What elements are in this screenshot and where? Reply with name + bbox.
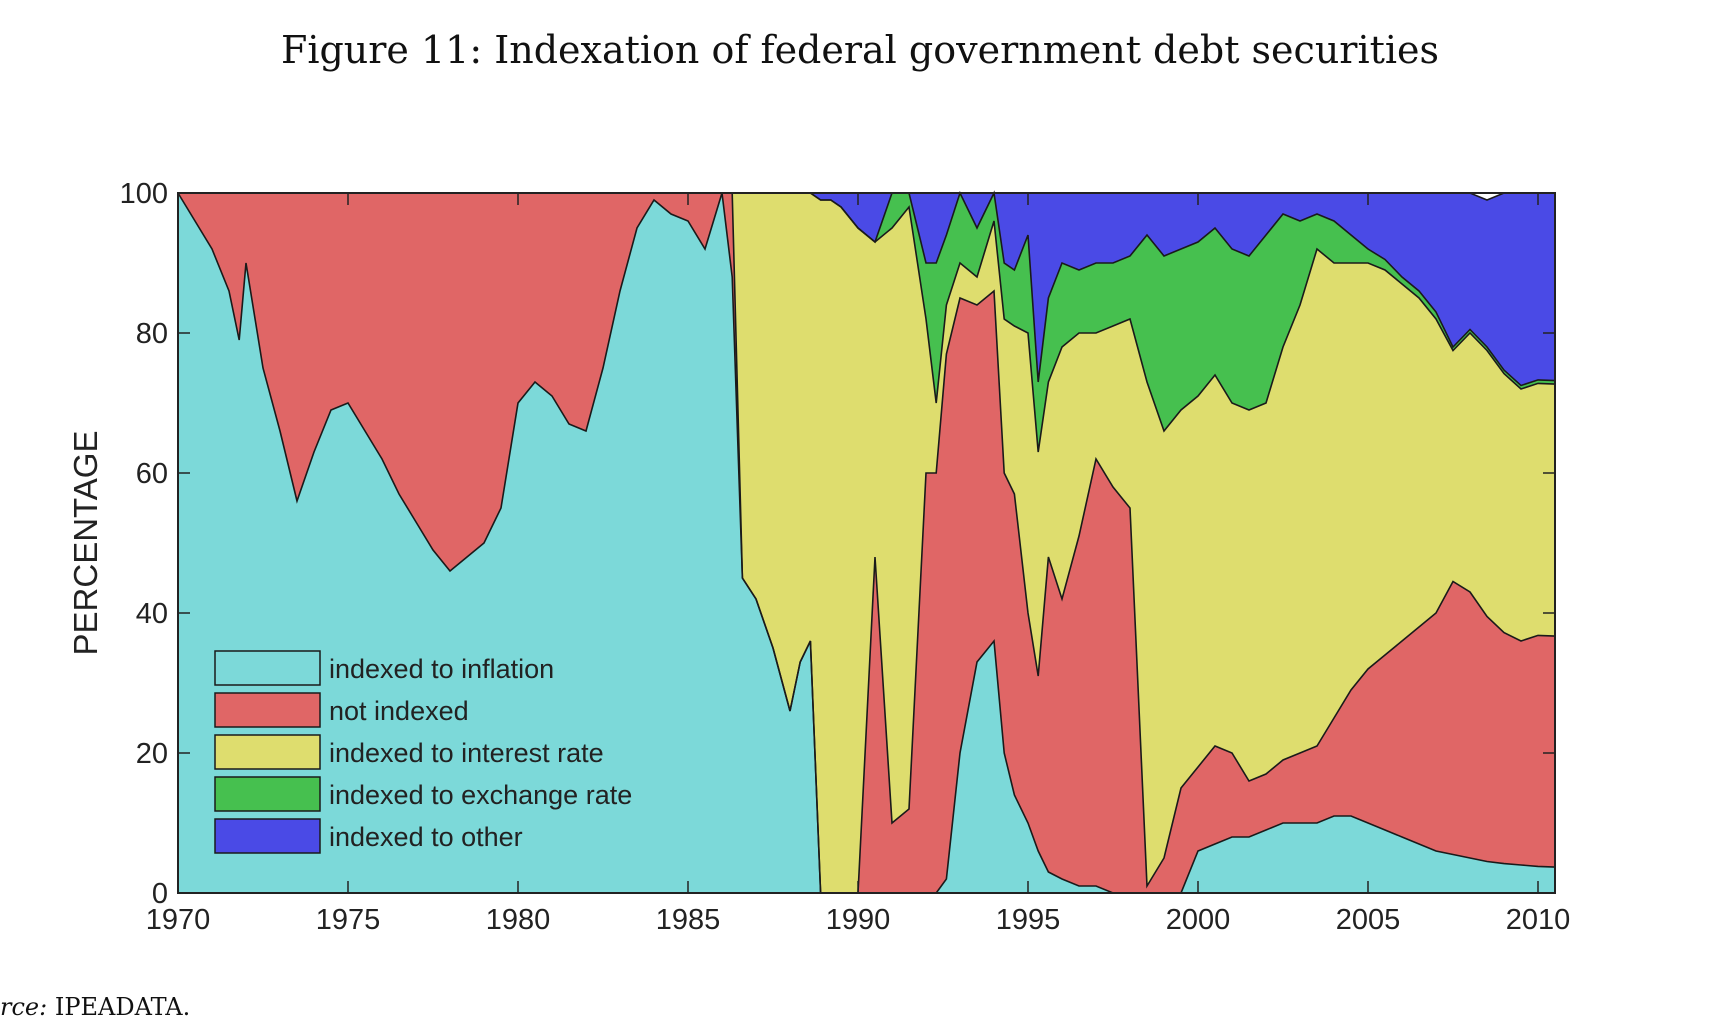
legend-label: indexed to inflation <box>329 654 554 684</box>
x-tick-label: 2005 <box>1336 904 1401 936</box>
y-axis-title: PERCENTAGE <box>67 431 104 656</box>
source-note: rce: IPEADATA. <box>0 993 190 1021</box>
area-not-indexed <box>178 193 1555 893</box>
x-tick-label: 1980 <box>486 904 551 936</box>
y-tick-label: 40 <box>136 598 168 630</box>
x-tick-label: 2010 <box>1506 904 1571 936</box>
legend-swatch-not-indexed <box>214 692 321 728</box>
legend-swatch-indexed-to-inflation <box>214 650 321 686</box>
y-tick-label: 20 <box>136 738 168 770</box>
x-tick-label: 1970 <box>146 904 211 936</box>
legend-swatch-indexed-to-interest-rate <box>214 734 321 770</box>
area-indexed-to-exchange-rate <box>178 193 1555 452</box>
x-tick-label: 1990 <box>826 904 891 936</box>
stacked-areas <box>178 193 1555 893</box>
legend-label: indexed to other <box>329 822 523 852</box>
plot-frame <box>177 192 1556 894</box>
legend-label: not indexed <box>329 696 469 726</box>
source-text: IPEADATA. <box>54 993 191 1021</box>
y-tick-label: 0 <box>152 878 168 910</box>
legend-swatch-indexed-to-other <box>214 818 321 854</box>
x-tick-label: 1975 <box>316 904 381 936</box>
legend-label: indexed to exchange rate <box>329 780 632 810</box>
area-indexed-to-other <box>178 193 1555 386</box>
legend-label: indexed to interest rate <box>329 738 604 768</box>
source-prefix: rce: <box>0 993 48 1021</box>
legend-swatch-indexed-to-exchange-rate <box>214 776 321 812</box>
y-tick-label: 100 <box>120 178 168 210</box>
axis-ticks: 1970 1975 1980 1985 1990 1995 2000 2005 2010 0 20 4… <box>120 178 1571 936</box>
y-tick-label: 80 <box>136 318 168 350</box>
x-tick-label: 2000 <box>1166 904 1231 936</box>
x-tick-label: 1985 <box>656 904 721 936</box>
area-indexed-to-interest-rate <box>178 193 1555 893</box>
x-tick-label: 1995 <box>996 904 1061 936</box>
y-tick-label: 60 <box>136 458 168 490</box>
figure-title: Figure 11: Indexation of federal governm… <box>280 28 1440 72</box>
area-indexed-to-inflation <box>178 193 1555 893</box>
y-axis-title-group: PERCENTAGE <box>67 431 104 656</box>
legend: indexed to inflation not indexed indexed t… <box>214 650 632 854</box>
